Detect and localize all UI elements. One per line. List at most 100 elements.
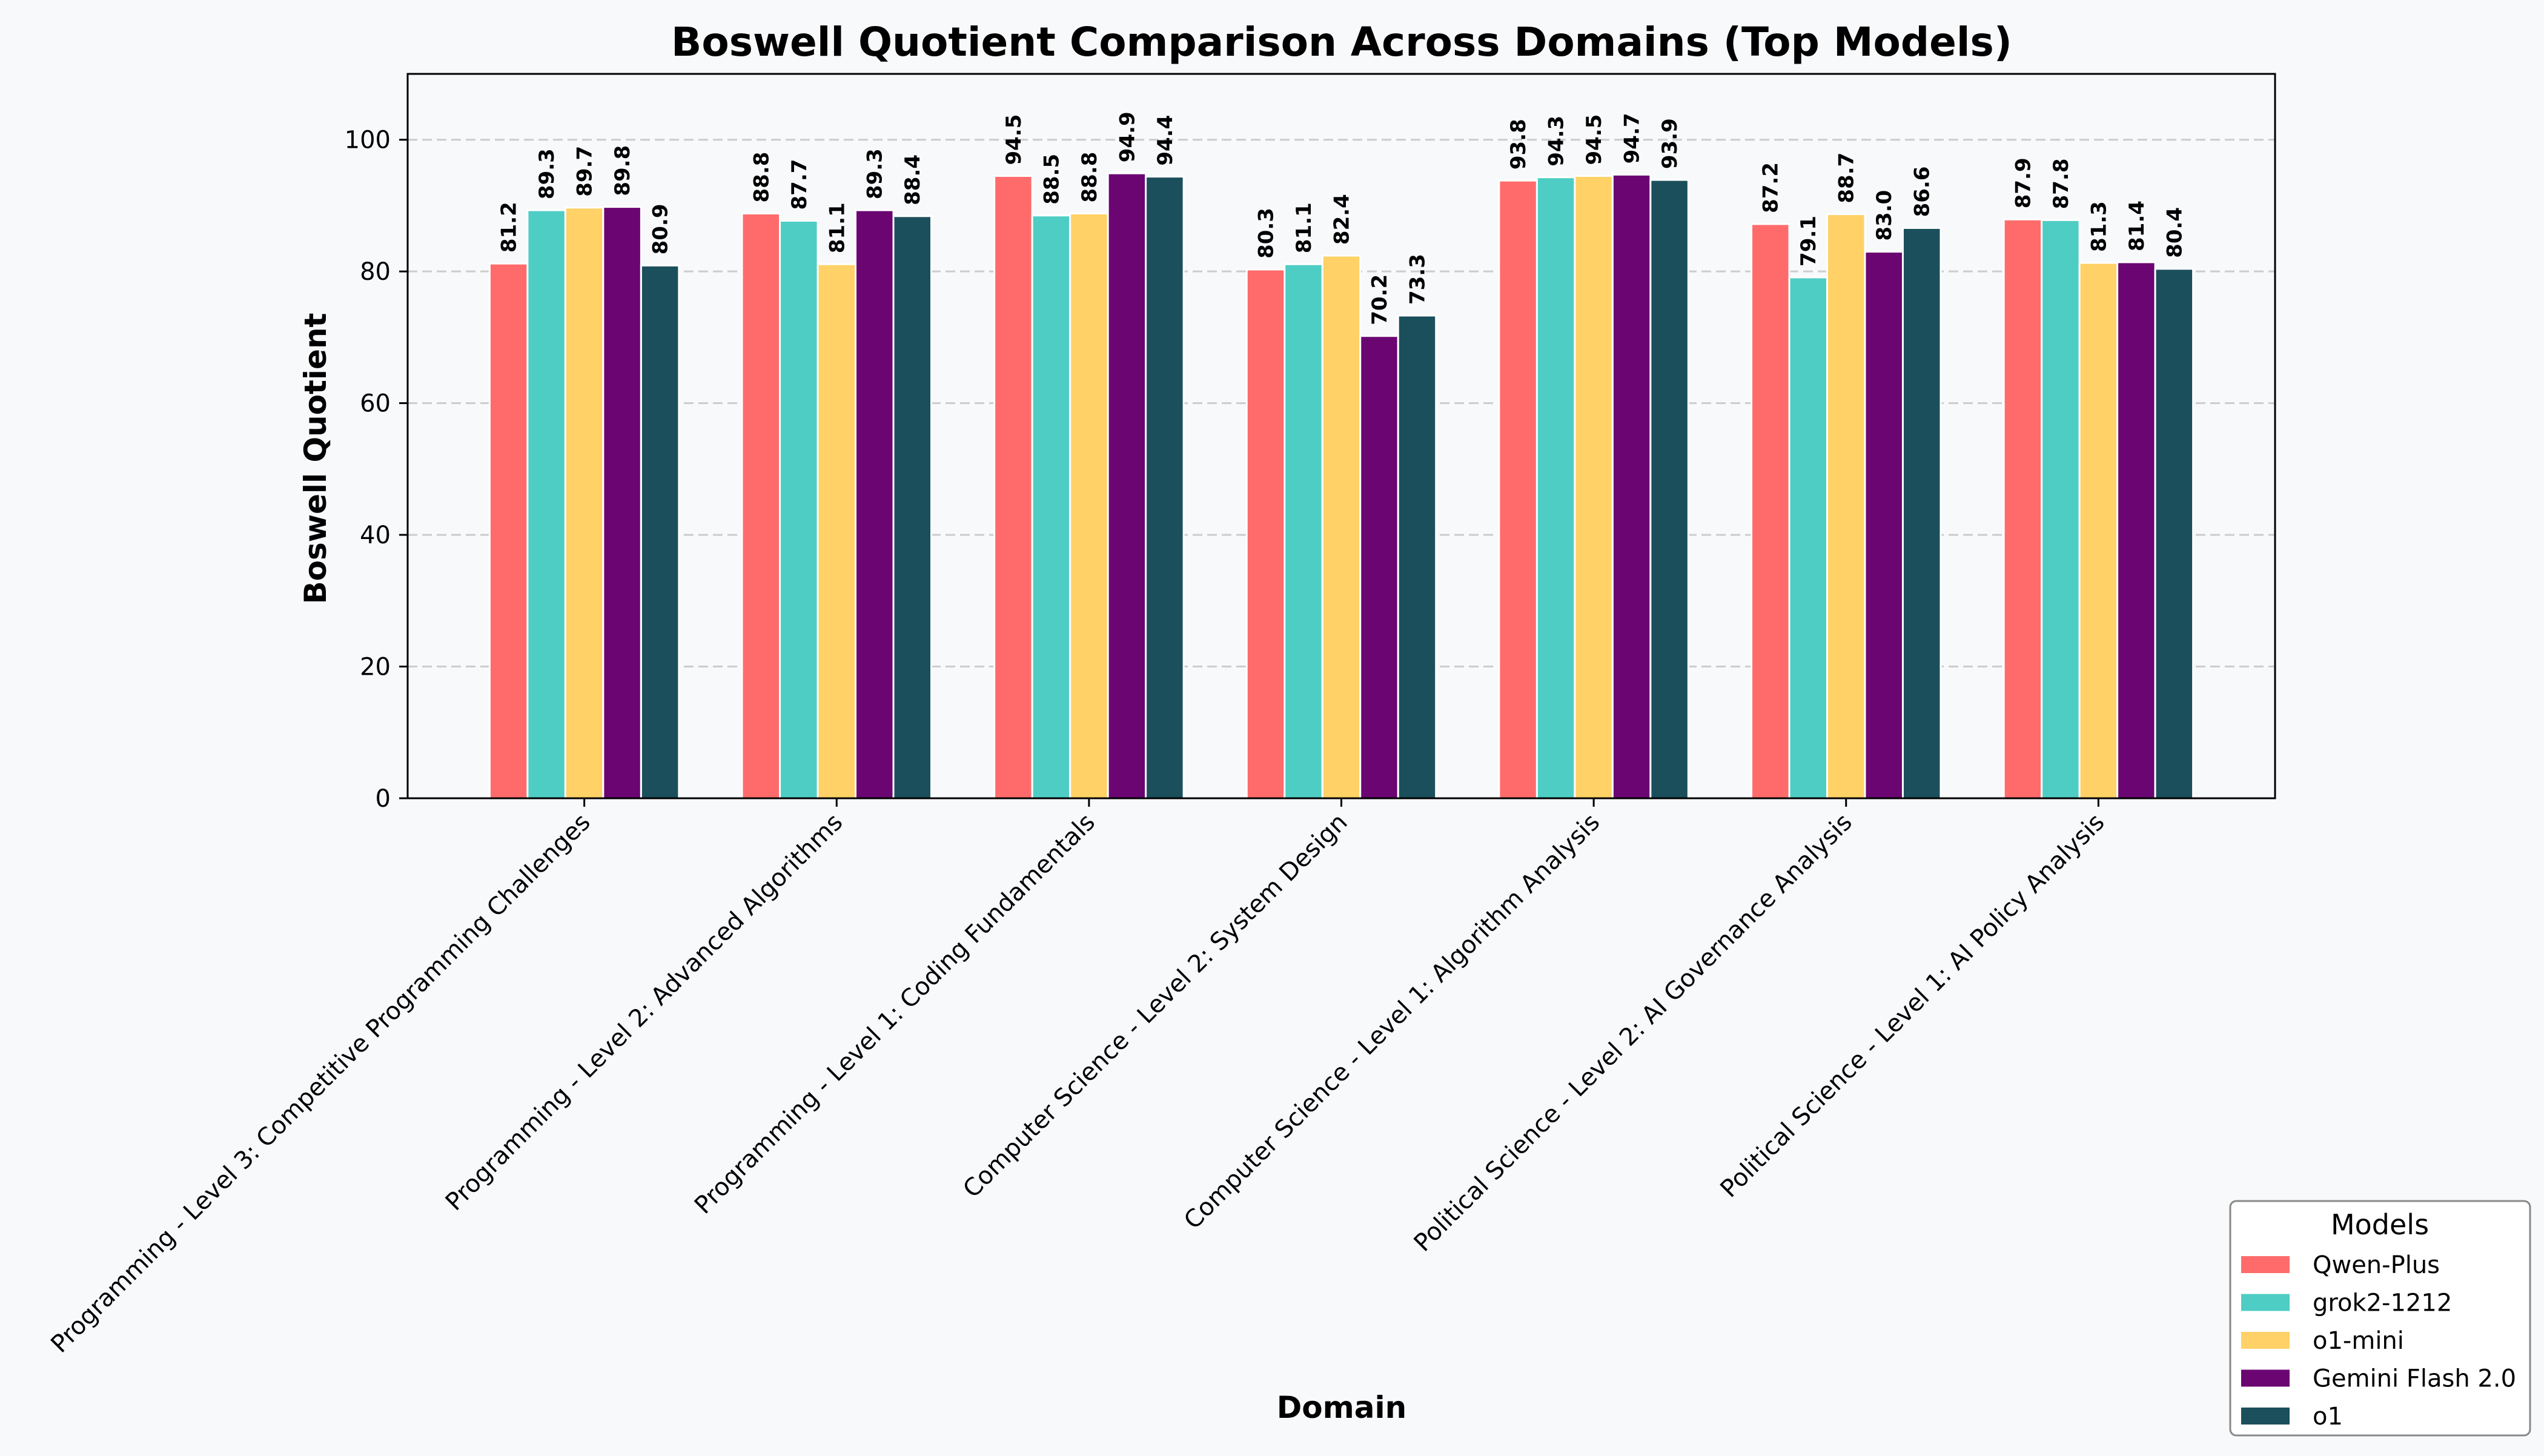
bar xyxy=(1031,214,1072,799)
data-label: 80.3 xyxy=(1254,208,1279,259)
bar xyxy=(2002,218,2043,799)
y-axis-ticks: 0 20 40 60 80 100 xyxy=(345,127,408,813)
x-tick-label: Programming - Level 3: Competitive Progr… xyxy=(45,809,595,1358)
data-label: 81.2 xyxy=(497,202,522,253)
y-tick-label: 80 xyxy=(360,258,391,286)
y-tick-label: 60 xyxy=(360,390,391,418)
data-label: 89.8 xyxy=(611,145,635,196)
bar xyxy=(1574,175,1614,799)
data-label: 89.3 xyxy=(535,148,559,199)
legend-swatch xyxy=(2241,1332,2290,1349)
data-labels: 81.2 89.3 89.7 89.8 80.9 88.8 87.7 81.1 89.3 88.4… xyxy=(497,111,2187,325)
bar xyxy=(602,206,642,799)
data-label: 87.2 xyxy=(1759,162,1783,213)
bar xyxy=(779,219,819,799)
bar xyxy=(1611,173,1652,799)
data-label: 83.0 xyxy=(1872,190,1896,241)
x-tick-label: Programming - Level 2: Advanced Algorith… xyxy=(440,809,848,1216)
data-label: 94.4 xyxy=(1153,115,1178,166)
bar xyxy=(2078,262,2119,799)
data-label: 81.1 xyxy=(1292,202,1316,253)
data-label: 94.5 xyxy=(1582,114,1606,165)
data-label: 81.3 xyxy=(2087,201,2111,252)
x-tick-label: Computer Science - Level 1: Algorithm An… xyxy=(1179,809,1605,1235)
bar xyxy=(1901,227,1942,799)
data-label: 73.3 xyxy=(1405,254,1429,305)
chart-title: Boswell Quotient Comparison Across Domai… xyxy=(671,19,2012,65)
legend: Models Qwen-Plus grok2-1212 o1-mini Gemini … xyxy=(2229,1200,2531,1437)
data-label: 88.8 xyxy=(749,152,773,203)
bar xyxy=(1145,176,1185,799)
bar xyxy=(1284,263,1323,799)
bar xyxy=(2041,219,2081,799)
x-tick-label: Computer Science - Level 2: System Desig… xyxy=(958,809,1353,1203)
legend-label: o1-mini xyxy=(2313,1327,2404,1355)
data-label: 81.1 xyxy=(825,202,849,253)
data-label: 93.9 xyxy=(1658,118,1682,169)
legend-box xyxy=(2229,1200,2531,1437)
y-tick-label: 100 xyxy=(345,127,391,154)
legend-label: o1 xyxy=(2313,1403,2343,1431)
data-label: 70.2 xyxy=(1368,274,1392,325)
bar xyxy=(1321,254,1362,799)
y-tick-label: 40 xyxy=(360,521,391,549)
bar xyxy=(1788,276,1828,799)
bar xyxy=(2116,261,2156,799)
bar xyxy=(640,264,680,799)
data-label: 82.4 xyxy=(1330,194,1354,245)
data-label: 86.6 xyxy=(1910,167,1935,217)
bar xyxy=(741,213,781,799)
data-label: 87.9 xyxy=(2011,157,2035,208)
y-tick-label: 20 xyxy=(360,654,391,681)
bar xyxy=(993,175,1033,799)
bar xyxy=(855,209,895,799)
data-label: 94.5 xyxy=(1002,114,1026,165)
y-tick-label: 0 xyxy=(376,785,391,813)
legend-swatch xyxy=(2241,1369,2290,1387)
bar xyxy=(488,262,529,799)
data-label: 88.5 xyxy=(1039,154,1064,205)
bar xyxy=(1245,268,1286,799)
x-tick-label: Political Science - Level 2: AI Governan… xyxy=(1409,809,1858,1257)
data-label: 94.3 xyxy=(1545,116,1569,167)
data-label: 79.1 xyxy=(1797,216,1821,266)
legend-swatch xyxy=(2241,1256,2290,1273)
legend-swatch xyxy=(2241,1294,2290,1311)
data-label: 88.7 xyxy=(1835,153,1859,204)
data-label: 80.4 xyxy=(2162,207,2187,258)
legend-label: Gemini Flash 2.0 xyxy=(2313,1365,2516,1393)
bar xyxy=(2154,268,2195,799)
data-label: 94.7 xyxy=(1620,113,1645,164)
bar xyxy=(817,263,857,799)
bar xyxy=(564,207,605,799)
x-tick-label: Programming - Level 1: Coding Fundamenta… xyxy=(689,809,1101,1220)
bar xyxy=(1826,213,1866,799)
bar xyxy=(1069,213,1109,799)
legend-items: Qwen-Plus grok2-1212 o1-mini Gemini Flash 2… xyxy=(2241,1251,2516,1431)
bar xyxy=(526,209,566,799)
bar xyxy=(1498,179,1538,799)
bar xyxy=(1864,251,1904,799)
data-label: 80.9 xyxy=(649,204,673,255)
data-label: 93.8 xyxy=(1506,119,1531,170)
data-label: 88.4 xyxy=(901,154,925,205)
legend-swatch xyxy=(2241,1408,2290,1425)
legend-label: grok2-1212 xyxy=(2313,1289,2452,1317)
data-label: 88.8 xyxy=(1078,152,1102,203)
bar xyxy=(1649,179,1689,799)
data-label: 81.4 xyxy=(2125,200,2149,251)
bars xyxy=(488,172,2195,799)
x-axis-label: Domain xyxy=(1277,1390,1406,1425)
x-axis-ticks: Programming - Level 3: Competitive Progr… xyxy=(45,798,2110,1358)
data-label: 89.3 xyxy=(863,148,887,199)
data-label: 87.7 xyxy=(787,159,812,210)
data-label: 89.7 xyxy=(573,146,597,197)
bar xyxy=(1359,335,1399,799)
data-label: 87.8 xyxy=(2049,158,2073,209)
bar xyxy=(1107,172,1147,799)
data-label: 94.9 xyxy=(1115,111,1139,162)
bar xyxy=(1535,176,1576,799)
bar xyxy=(892,215,932,799)
